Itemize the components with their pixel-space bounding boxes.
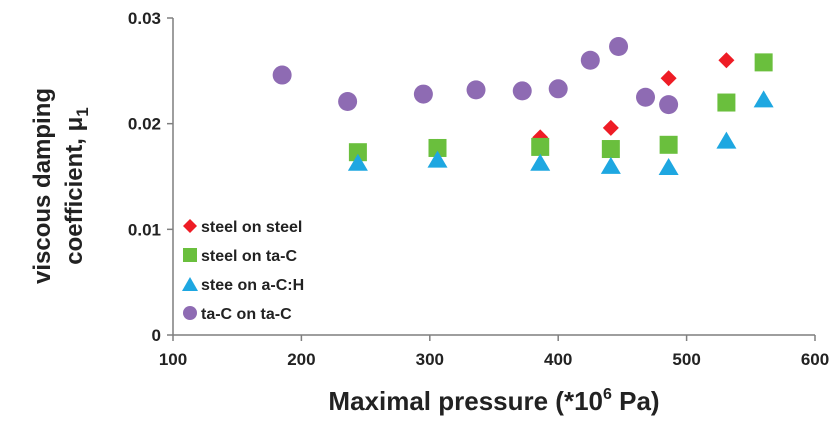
point-stee-on-a-c-h	[427, 150, 448, 168]
point-steel-on-steel	[660, 70, 677, 87]
point-ta-c-on-ta-c	[413, 84, 433, 104]
point-steel-on-ta-c	[717, 93, 736, 112]
legend-label: ta-C on ta-C	[201, 306, 292, 323]
legend-marker-circle	[183, 306, 197, 320]
x-tick-label: 200	[287, 350, 315, 369]
legend: steel on steel steel on ta-C stee on a-C…	[182, 219, 304, 323]
y-axis-title-subscript: 1	[73, 107, 92, 116]
point-ta-c-on-ta-c	[580, 50, 600, 70]
point-ta-c-on-ta-c	[466, 80, 486, 100]
legend-marker-square	[183, 248, 197, 262]
x-tick-label: 300	[416, 350, 444, 369]
legend-label: stee on a-C:H	[201, 277, 304, 294]
point-ta-c-on-ta-c	[512, 81, 532, 101]
point-ta-c-on-ta-c	[659, 95, 679, 115]
point-stee-on-a-c-h	[347, 153, 368, 171]
y-axis-title-line1: viscous damping	[29, 88, 56, 284]
point-ta-c-on-ta-c	[636, 87, 656, 107]
point-steel-on-ta-c	[348, 143, 367, 162]
x-axis-title-suffix: Pa)	[612, 386, 660, 416]
point-ta-c-on-ta-c	[272, 65, 292, 85]
y-tick-label: 0	[152, 326, 161, 345]
x-tick-label: 400	[544, 350, 572, 369]
y-axis-title: viscous damping	[29, 88, 56, 284]
legend-item-stee-on-a-c-h: stee on a-C:H	[182, 277, 304, 294]
point-stee-on-a-c-h	[753, 90, 774, 108]
legend-item-ta-c-on-ta-c: ta-C on ta-C	[183, 306, 292, 323]
point-stee-on-a-c-h	[600, 156, 621, 174]
x-tick-label: 500	[672, 350, 700, 369]
point-stee-on-a-c-h	[716, 131, 737, 149]
x-axis-title-prefix: Maximal pressure (*10	[328, 386, 603, 416]
point-ta-c-on-ta-c	[609, 37, 629, 57]
point-steel-on-ta-c	[659, 135, 678, 154]
point-ta-c-on-ta-c	[338, 91, 358, 111]
point-ta-c-on-ta-c	[548, 79, 568, 99]
x-axis-title: Maximal pressure (*106 Pa)	[328, 386, 659, 416]
point-steel-on-ta-c	[428, 138, 447, 157]
y-axis-title-2: coefficient, μ1	[61, 107, 92, 265]
y-tick-label: 0.02	[128, 115, 161, 134]
y-tick-label: 0.01	[128, 220, 161, 239]
point-steel-on-ta-c	[754, 53, 773, 72]
y-tick-label: 0.03	[128, 9, 161, 28]
x-tick-label: 600	[801, 350, 829, 369]
axis-ticks: 100 200 300 400 500 600 0 0.01 0.02 0.03	[128, 9, 829, 369]
legend-item-steel-on-steel: steel on steel	[183, 219, 302, 236]
legend-label: steel on ta-C	[201, 248, 297, 265]
legend-marker-diamond	[183, 219, 197, 233]
point-stee-on-a-c-h	[658, 157, 679, 175]
legend-item-steel-on-ta-c: steel on ta-C	[183, 248, 297, 265]
y-axis-title-line2: coefficient, μ	[61, 117, 88, 265]
x-tick-label: 100	[159, 350, 187, 369]
legend-marker-triangle	[182, 277, 198, 291]
point-stee-on-a-c-h	[530, 153, 551, 171]
data-marks	[272, 37, 774, 175]
point-steel-on-ta-c	[601, 140, 620, 159]
x-axis-title-superscript: 6	[603, 386, 612, 403]
point-steel-on-ta-c	[531, 137, 550, 156]
point-steel-on-steel	[602, 119, 619, 136]
legend-label: steel on steel	[201, 219, 302, 236]
point-steel-on-steel	[718, 52, 735, 69]
